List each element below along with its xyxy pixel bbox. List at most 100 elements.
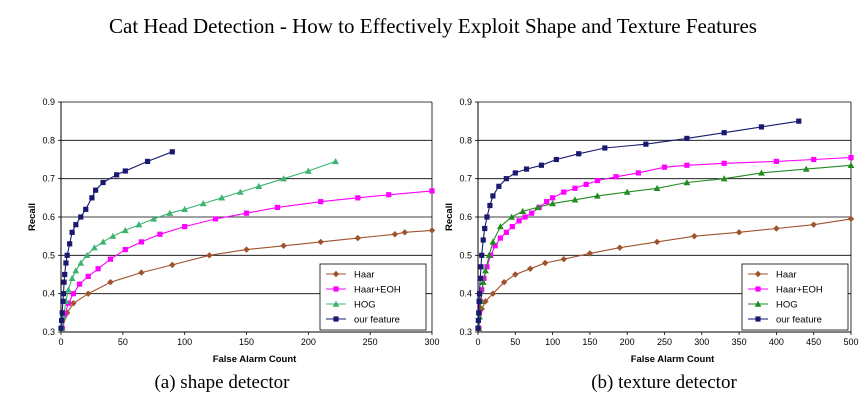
data-point-haar-eoh [503,229,509,235]
data-point-haar-eoh [122,246,128,253]
data-point-our-feature [477,275,483,281]
data-point-haar-eoh [76,281,83,287]
data-point-our-feature [576,151,582,157]
data-point-haar [616,244,623,251]
data-point-hog [109,232,117,239]
legend-label-hog: HOG [354,300,376,311]
data-point-our-feature [480,237,486,243]
x-tick-label: 50 [510,337,520,347]
data-point-haar-eoh [516,218,522,224]
data-point-hog [653,184,661,191]
data-point-hog [135,221,143,228]
data-point-hog [476,313,483,320]
data-point-haar-eoh [594,177,600,184]
data-point-our-feature [62,271,68,278]
data-point-our-feature [114,172,120,178]
figure-title: Cat Head Detection - How to Effectively … [109,14,757,38]
data-point-hog [68,274,76,282]
data-point-hog [72,267,80,274]
data-point-our-feature [475,317,481,324]
square-marker-icon [755,316,761,322]
data-point-our-feature [475,325,481,331]
x-tick-label: 200 [301,337,316,347]
data-point-our-feature [63,260,69,266]
data-point-our-feature [553,156,559,163]
legend-label-hog: HOG [776,300,798,311]
data-point-hog [593,192,601,199]
x-tick-label: 100 [177,337,192,347]
data-point-haar-eoh [848,154,854,161]
data-point-our-feature [89,195,95,201]
x-tick-label: 300 [694,337,709,347]
data-point-haar [138,269,145,276]
data-point-hog [236,188,244,195]
legend: Haar Haar+EOH HOG our feature [319,263,427,331]
data-point-hog [482,267,489,274]
data-point-our-feature [93,187,99,193]
data-point-our-feature [512,170,518,176]
data-point-our-feature [73,222,79,228]
data-point-hog [166,209,174,216]
x-tick-label: 450 [806,337,821,347]
y-tick-label: 0.4 [42,289,55,299]
data-point-our-feature [503,176,509,182]
data-point-haar [317,238,324,246]
data-point-hog [77,259,85,266]
x-tick-label: 50 [118,337,128,347]
data-point-haar [482,298,489,305]
data-point-haar [428,227,436,234]
y-tick-label: 0.3 [42,327,55,337]
y-tick-label: 0.9 [42,97,55,107]
triangle-marker-icon [332,300,340,307]
legend: Haar Haar+EOH HOG our feature [741,263,849,331]
x-tick-label: 150 [582,337,597,347]
data-point-hog [549,200,556,207]
y-tick-label: 0.3 [459,327,472,337]
data-point-hog [90,244,98,251]
data-point-haar [847,215,855,223]
data-point-haar-eoh [95,266,101,272]
data-point-hog [121,227,129,234]
square-marker-icon [333,286,339,292]
data-point-hog [485,251,493,259]
data-point-hog [218,194,226,201]
data-point-haar [500,278,508,286]
data-point-haar-eoh [138,239,144,245]
data-point-haar [169,261,176,269]
data-point-haar [773,225,780,232]
data-point-haar-eoh [509,223,515,230]
x-tick-label: 150 [239,337,254,347]
legend-label-our-feature: our feature [776,315,822,326]
data-point-our-feature [479,252,485,258]
data-point-our-feature [478,264,484,270]
data-point-our-feature [482,225,488,232]
data-point-haar-eoh [479,287,485,293]
legend-label-haar-eoh: Haar+EOH [354,285,401,296]
y-tick-label: 0.6 [459,212,472,222]
data-point-haar [560,255,567,263]
y-tick-label: 0.7 [42,174,55,184]
data-point-our-feature [67,241,73,247]
data-point-our-feature [684,135,690,142]
data-point-haar-eoh [811,156,817,163]
data-point-haar-eoh [522,214,528,220]
data-point-haar [85,290,92,297]
data-point-haar [354,234,361,242]
square-marker-icon [755,286,761,292]
data-point-hog [199,200,207,207]
data-point-haar [70,300,77,307]
data-point-haar-eoh [550,195,556,201]
data-point-our-feature [60,298,66,304]
data-point-haar-eoh [529,210,535,216]
data-point-haar [735,229,743,236]
data-point-hog [720,175,728,182]
data-point-our-feature [122,168,128,174]
x-tick-label: 100 [545,337,560,347]
x-axis-label: False Alarm Count [631,354,715,365]
data-point-hog [280,175,287,182]
data-point-our-feature [476,291,483,297]
data-point-our-feature [100,179,106,186]
data-point-our-feature [144,158,151,165]
y-tick-label: 0.8 [459,135,472,145]
